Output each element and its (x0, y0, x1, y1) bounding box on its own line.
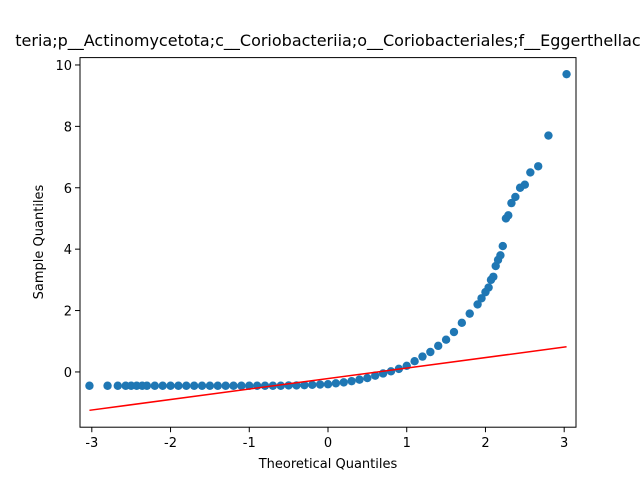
point (103, 381, 112, 390)
x-tick-label: -1 (243, 436, 256, 451)
x-tick-label: -3 (85, 436, 98, 451)
point (496, 251, 505, 260)
point (237, 381, 246, 390)
point (85, 381, 94, 390)
x-tick-label: 0 (324, 436, 332, 451)
point (418, 352, 427, 361)
point (113, 381, 122, 390)
reference-line (89, 346, 567, 412)
x-tick-label: 3 (560, 436, 568, 451)
point (308, 380, 317, 390)
point (205, 381, 215, 390)
point (158, 381, 167, 390)
point (363, 373, 372, 383)
point (197, 381, 207, 390)
point (498, 241, 507, 251)
point (174, 381, 183, 390)
x-tick-label: 2 (481, 436, 489, 451)
point (386, 367, 396, 376)
point (449, 327, 459, 337)
point (371, 371, 380, 380)
point (276, 381, 285, 390)
y-tick-label: 10 (55, 59, 72, 74)
point (504, 211, 513, 220)
point (323, 380, 333, 389)
point (339, 378, 348, 387)
y-tick-label: 8 (64, 120, 72, 135)
point (562, 69, 571, 79)
point (315, 380, 325, 389)
point (229, 381, 238, 390)
point (434, 341, 443, 351)
point (526, 168, 535, 177)
point (331, 379, 341, 388)
point (473, 300, 482, 309)
point (507, 198, 516, 208)
point (457, 318, 467, 328)
point (213, 381, 222, 390)
point (142, 381, 152, 390)
chart-title: teria;p__Actinomycetota;c__Coriobacterii… (15, 31, 640, 51)
y-tick-label: 0 (64, 366, 72, 381)
point (410, 357, 419, 366)
point (182, 381, 191, 390)
point (489, 272, 498, 281)
point (465, 309, 474, 318)
point (221, 381, 230, 390)
point (300, 380, 309, 390)
point (189, 381, 199, 390)
point (150, 381, 159, 390)
y-axis-label: Sample Quantiles (32, 184, 47, 299)
point (245, 381, 254, 390)
x-axis-label: Theoretical Quantiles (258, 457, 398, 472)
point (477, 294, 486, 303)
y-tick-label: 2 (64, 305, 72, 320)
point (534, 162, 543, 171)
axes-frame (79, 57, 577, 428)
y-tick-label: 6 (64, 182, 72, 197)
point (166, 381, 175, 390)
y-tick-label: 4 (64, 243, 72, 258)
point (347, 376, 356, 386)
point (520, 180, 530, 189)
point (260, 381, 270, 390)
point (441, 335, 451, 344)
point (484, 283, 493, 292)
x-tick-label: 1 (403, 436, 411, 451)
point (284, 381, 293, 390)
point (426, 347, 435, 357)
x-tick-label: -2 (164, 436, 177, 451)
point (355, 375, 364, 384)
point (544, 131, 553, 140)
point (511, 192, 520, 202)
